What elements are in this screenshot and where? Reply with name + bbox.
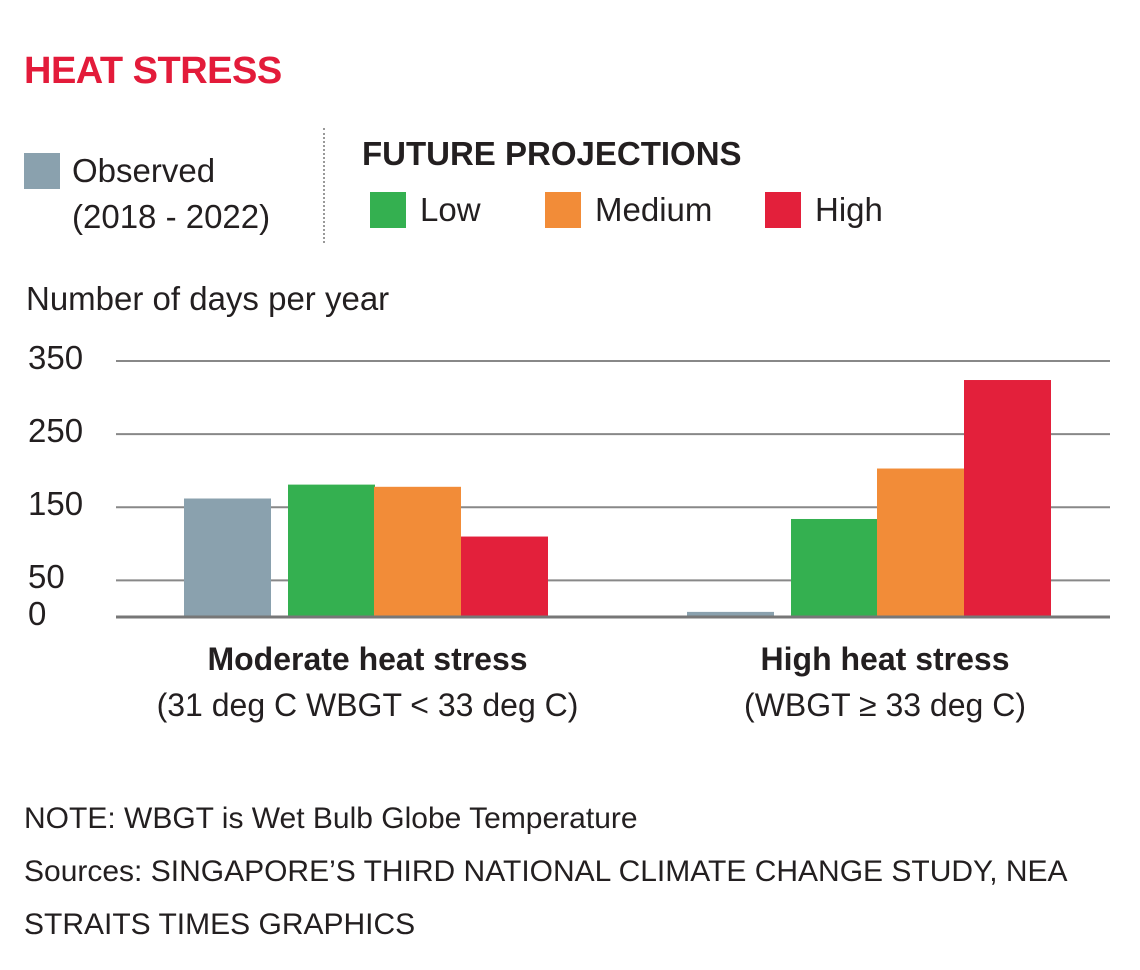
legend-high-label: High (815, 191, 883, 228)
legend-swatch-medium (545, 192, 581, 228)
bar-medium-high (877, 468, 964, 617)
bar-observed-moderate (184, 498, 271, 617)
y-axis-label: Number of days per year (26, 280, 390, 317)
notes: NOTE: WBGT is Wet Bulb Globe Temperature… (24, 792, 1068, 951)
category-moderate-title: Moderate heat stress (207, 641, 528, 677)
y-tick-label: 350 (28, 339, 84, 376)
bar-medium-moderate (374, 486, 461, 617)
bar-high-moderate (461, 536, 548, 617)
y-tick-label: 50 (28, 558, 65, 596)
y-tick-label: 250 (28, 412, 84, 450)
chart-title: HEAT STRESS (24, 50, 282, 92)
legend-divider (323, 128, 325, 243)
category-high-title: High heat stress (760, 641, 1010, 677)
y-tick-label: 150 (28, 485, 84, 523)
legend-low: Low (370, 191, 481, 229)
legend-swatch-low (370, 192, 406, 228)
bar-observed-high (687, 611, 774, 617)
category-high: High heat stress (WBGT ≥ 33 deg C) (650, 636, 1120, 728)
legend-swatch-high (765, 192, 801, 228)
legend-projections-title: FUTURE PROJECTIONS (362, 135, 742, 172)
bar-low-high (791, 518, 878, 617)
legend-observed-label: Observed (72, 152, 216, 189)
legend-observed-sub: (2018 - 2022) (72, 198, 271, 235)
note-text: NOTE: WBGT is Wet Bulb Globe Temperature (24, 802, 638, 835)
bar-high-high (964, 380, 1051, 617)
sources-text: Sources: SINGAPORE’S THIRD NATIONAL CLIM… (24, 855, 1068, 888)
y-tick-label: 0 (28, 595, 47, 632)
category-moderate-sub: (31 deg C WBGT < 33 deg C) (156, 687, 579, 723)
credit-text: STRAITS TIMES GRAPHICS (24, 908, 416, 941)
legend-medium: Medium (545, 191, 712, 229)
legend-swatch-observed (24, 153, 60, 189)
category-high-sub: (WBGT ≥ 33 deg C) (744, 687, 1026, 723)
legend-high: High (765, 191, 883, 229)
legend-observed: Observed (2018 - 2022) (72, 148, 332, 240)
legend-low-label: Low (420, 191, 481, 228)
category-moderate: Moderate heat stress (31 deg C WBGT < 33… (120, 636, 615, 728)
legend-medium-label: Medium (595, 191, 713, 228)
bar-low-moderate (288, 484, 375, 617)
